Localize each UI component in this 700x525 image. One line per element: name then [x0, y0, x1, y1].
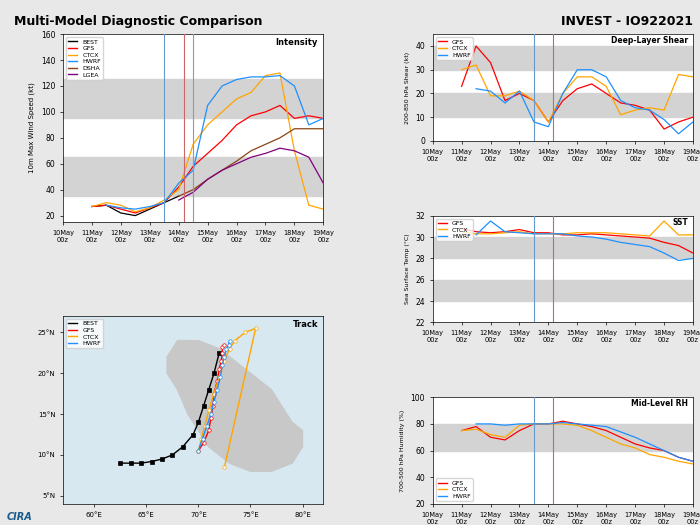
Bar: [433, 237, 693, 258]
Text: Multi-Model Diagnostic Comparison: Multi-Model Diagnostic Comparison: [14, 15, 262, 28]
Bar: [433, 424, 693, 450]
Legend: GFS, CTCX, HWRF: GFS, CTCX, HWRF: [436, 478, 473, 501]
Text: INVEST - IO922021: INVEST - IO922021: [561, 15, 693, 28]
Legend: GFS, CTCX, HWRF: GFS, CTCX, HWRF: [436, 37, 473, 60]
Bar: [433, 280, 693, 301]
Bar: [63, 79, 323, 118]
Bar: [63, 158, 323, 196]
Legend: BEST, GFS, CTCX, HWRF: BEST, GFS, CTCX, HWRF: [66, 319, 103, 348]
Bar: [433, 46, 693, 70]
Text: Track: Track: [293, 320, 318, 329]
Legend: GFS, CTCX, HWRF: GFS, CTCX, HWRF: [436, 219, 473, 241]
Text: Deep-Layer Shear: Deep-Layer Shear: [610, 36, 688, 45]
Text: Mid-Level RH: Mid-Level RH: [631, 400, 688, 408]
Y-axis label: Sea Surface Temp (°C): Sea Surface Temp (°C): [405, 234, 409, 304]
Y-axis label: 700-500 hPa Humidity (%): 700-500 hPa Humidity (%): [400, 410, 405, 492]
Bar: [433, 93, 693, 117]
Text: SST: SST: [672, 218, 688, 227]
Polygon shape: [167, 341, 302, 471]
Text: Intensity: Intensity: [276, 38, 318, 47]
Text: CIRA: CIRA: [7, 512, 33, 522]
Y-axis label: 200-850 hPa Shear (kt): 200-850 hPa Shear (kt): [405, 51, 409, 123]
Legend: BEST, GFS, CTCX, HWRF, DSHA, LGEA: BEST, GFS, CTCX, HWRF, DSHA, LGEA: [66, 37, 103, 79]
Y-axis label: 10m Max Wind Speed (kt): 10m Max Wind Speed (kt): [29, 83, 35, 173]
